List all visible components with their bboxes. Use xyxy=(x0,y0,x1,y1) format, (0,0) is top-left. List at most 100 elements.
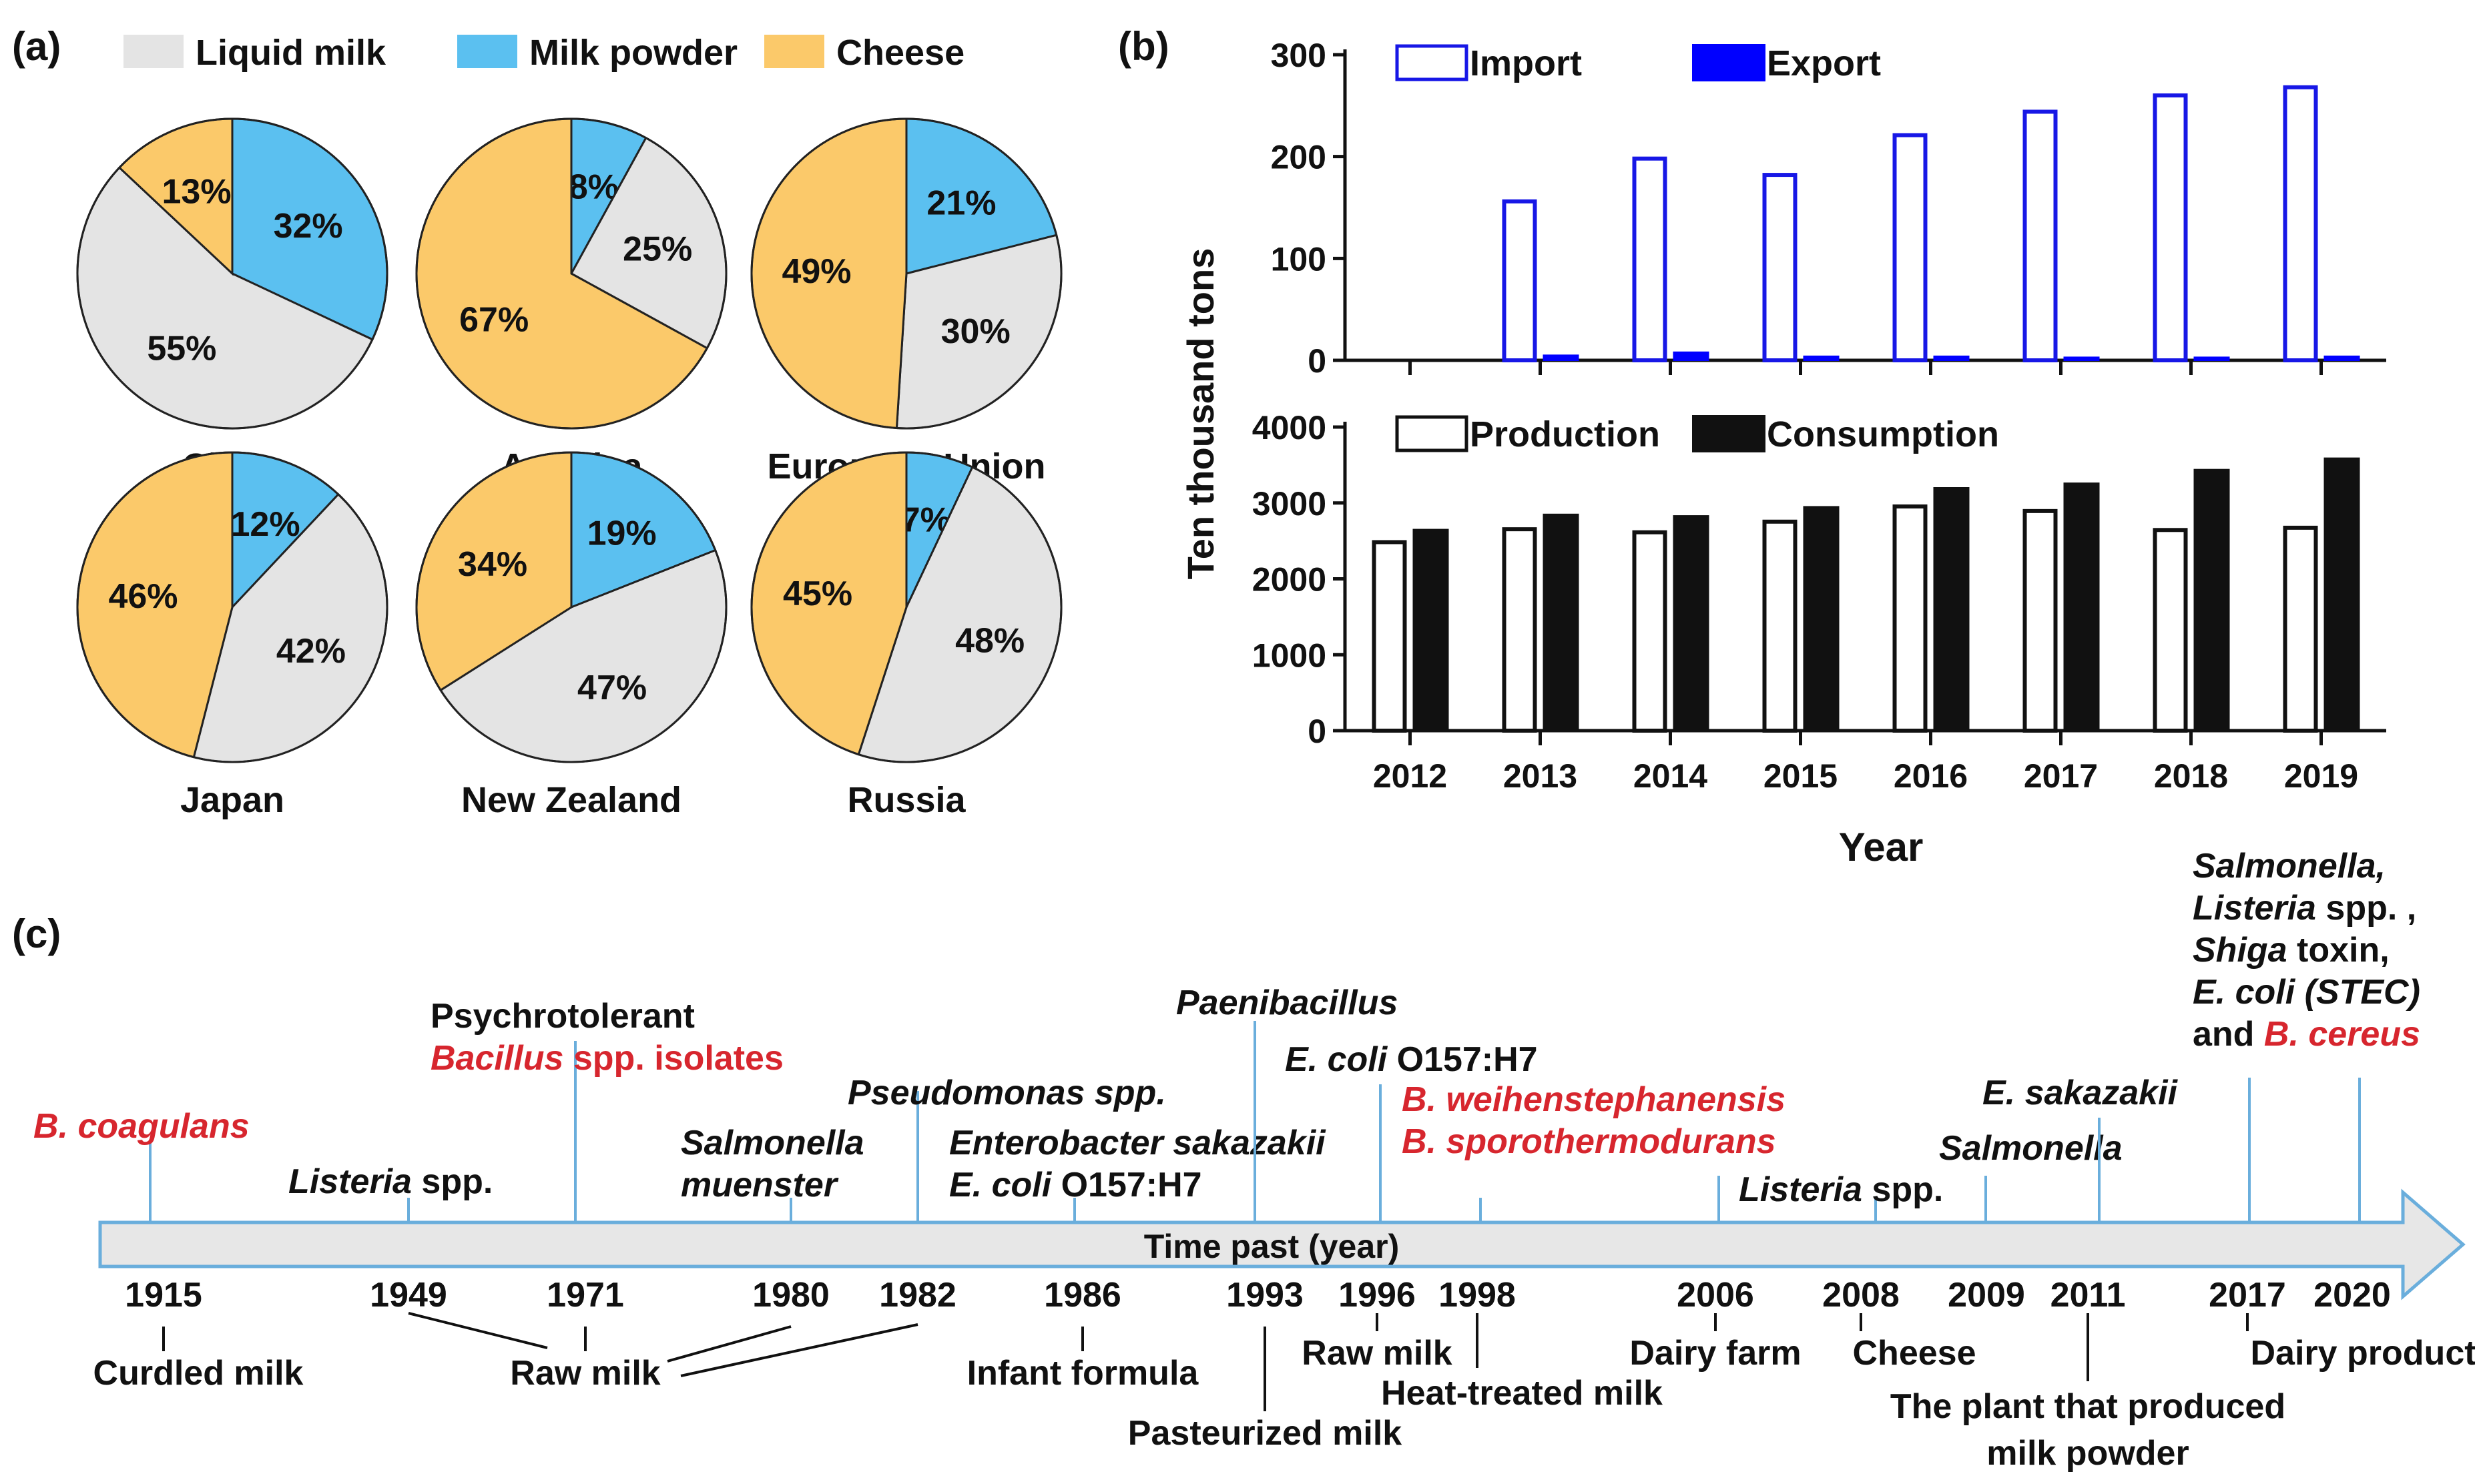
timeline-pathogen-line: B. weihenstephanensis xyxy=(1402,1080,1785,1119)
bar-export xyxy=(2063,356,2100,361)
bar-import xyxy=(1632,156,1667,363)
pie-legend: Liquid milk Milk powder Cheese xyxy=(123,33,965,73)
pie-label-cheese: 46% xyxy=(108,577,178,616)
timeline-source: Dairy products xyxy=(2251,1334,2475,1373)
pie-label-milk-powder: 32% xyxy=(274,207,343,246)
timeline-event-2011: 2011 E. sakazakii The plant that produced m… xyxy=(1890,1074,2285,1473)
y-tick-label: 4000 xyxy=(1252,409,1326,446)
timeline-pathogen-segment: Listeria xyxy=(1739,1170,1862,1209)
pie-label-milk-powder: 21% xyxy=(926,184,996,223)
timeline-event-2020: 2020 xyxy=(2313,1078,2391,1315)
timeline-pathogen-segment: O157:H7 xyxy=(1051,1166,1201,1204)
timeline-source: Pasteurized milk xyxy=(1128,1414,1402,1453)
timeline-pathogen-segment: B. cereus xyxy=(2264,1015,2420,1054)
panel-label-c: (c) xyxy=(12,911,61,956)
timeline-year: 1993 xyxy=(1226,1276,1304,1315)
bar-consumption xyxy=(1673,515,1709,732)
timeline-year: 2020 xyxy=(2313,1276,2391,1315)
bar-export xyxy=(1673,351,1709,362)
pie-label-cheese: 67% xyxy=(459,300,529,339)
timeline-year: 1971 xyxy=(547,1276,624,1315)
timeline-pathogen-line: Pseudomonas spp. xyxy=(848,1074,1166,1112)
bar-import xyxy=(2153,93,2188,362)
timeline-year: 2011 xyxy=(2050,1276,2126,1315)
timeline-event-1986: 1986 Enterobacter sakazakii E. coli O157:H… xyxy=(949,1124,1326,1393)
timeline-year: 2009 xyxy=(1948,1276,2025,1315)
bar-production xyxy=(1762,519,1798,733)
pie-label-cheese: 49% xyxy=(782,252,851,291)
pie-region-name: Japan xyxy=(180,780,284,820)
timeline-event-1949: 1949 Listeria spp. xyxy=(288,1162,493,1315)
timeline-pathogen-line: E. sakazakii xyxy=(1982,1074,2179,1112)
timeline-event-1980: 1980 Salmonella muenster xyxy=(681,1124,864,1315)
x-tick-label: 2017 xyxy=(2024,757,2098,795)
pie-european-union: 21%30%49%European Union xyxy=(750,117,1063,486)
pie-outline xyxy=(415,451,728,763)
timeline-connector xyxy=(408,1312,548,1349)
legend-label-0: Liquid milk xyxy=(196,33,386,73)
x-tick-label: 2014 xyxy=(1633,757,1707,795)
pie-outline xyxy=(76,117,388,430)
timeline-year: 2006 xyxy=(1677,1276,1754,1315)
pie-label-liquid-milk: 42% xyxy=(276,632,346,671)
timeline-event-2009: 2009 Salmonella xyxy=(1939,1129,2123,1315)
timeline-pathogen-line: Listeria spp. xyxy=(1739,1170,1943,1209)
timeline-year: 1949 xyxy=(370,1276,447,1315)
legend-label-import: Import xyxy=(1470,43,1582,83)
x-tick-label: 2016 xyxy=(1894,757,1968,795)
bar-production xyxy=(1372,540,1407,733)
bar-consumption xyxy=(1803,506,1840,731)
timeline-source-part: The plant that produced xyxy=(1890,1387,2285,1426)
pie-label-milk-powder: 8% xyxy=(569,168,619,207)
pie-outline xyxy=(76,451,388,763)
timeline-pathogen-segment: B. coagulans xyxy=(33,1107,250,1146)
timeline-pathogen-line: Salmonella xyxy=(1939,1129,2123,1168)
pie-label-cheese: 45% xyxy=(783,575,852,613)
timeline-pathogen-line: Paenibacillus xyxy=(1176,984,1398,1022)
timeline-pathogen-segment: E. coli xyxy=(1285,1040,1388,1079)
y-tick-label: 200 xyxy=(1271,139,1326,176)
pie-label-milk-powder: 19% xyxy=(587,514,657,553)
bar-import xyxy=(1762,173,1798,362)
timeline-source: Infant formula xyxy=(967,1354,1199,1393)
timeline-axis-label: Time past (year) xyxy=(1144,1228,1400,1265)
timeline: Time past (year) 1915 B. coagulans Curdled … xyxy=(33,847,2475,1473)
bar-import xyxy=(1502,199,1537,362)
x-axis-label: Year xyxy=(1839,825,1924,869)
timeline-pathogen-line: and B. cereus xyxy=(2193,1015,2420,1054)
pie-japan: 12% 42% 46% Japan xyxy=(76,451,388,820)
timeline-pathogen-line: B. coagulans xyxy=(33,1107,250,1146)
timeline-pathogen-segment: E. coli xyxy=(949,1166,1053,1204)
timeline-pathogen-line: muenster xyxy=(681,1166,839,1204)
bar-consumption xyxy=(2323,457,2360,731)
pie-label-liquid-milk: 30% xyxy=(941,312,1011,351)
pie-america: 8%25%67%America xyxy=(415,117,728,486)
timeline-source-part: milk powder xyxy=(1986,1434,2189,1473)
timeline-year: 1982 xyxy=(879,1276,956,1315)
pie-region-name: New Zealand xyxy=(461,780,681,820)
timeline-pathogen-segment: spp. xyxy=(1862,1170,1943,1209)
x-tick-label: 2012 xyxy=(1373,757,1447,795)
timeline-pathogen-line: Shiga toxin, xyxy=(2193,931,2390,970)
legend-swatch-production xyxy=(1395,415,1468,452)
bar-export xyxy=(1933,355,1970,361)
timeline-event-1915: 1915 B. coagulans Curdled milk xyxy=(33,1107,304,1393)
timeline-source: The plant that produced xyxy=(1890,1387,2285,1426)
timeline-pathogen-segment: muenster xyxy=(681,1166,839,1204)
x-tick-label: 2019 xyxy=(2284,757,2358,795)
timeline-pathogen-line: Salmonella xyxy=(681,1124,864,1162)
timeline-pathogen-segment: and xyxy=(2193,1015,2264,1054)
bar-consumption xyxy=(1543,513,1579,731)
legend-swatch-1 xyxy=(457,35,517,68)
legend-label-1: Milk powder xyxy=(529,33,738,73)
timeline-source: Raw milk xyxy=(510,1354,660,1393)
timeline-pathogen-line: Enterobacter sakazakii xyxy=(949,1124,1326,1162)
pie-region-name: Russia xyxy=(847,780,966,820)
pie-label-cheese: 34% xyxy=(458,545,527,584)
timeline-year: 1996 xyxy=(1338,1276,1416,1315)
timeline-pathogen-line: Bacillus spp. isolates xyxy=(431,1039,784,1078)
legend-swatch-import xyxy=(1395,44,1468,81)
timeline-pathogen-segment: Paenibacillus xyxy=(1176,984,1398,1022)
